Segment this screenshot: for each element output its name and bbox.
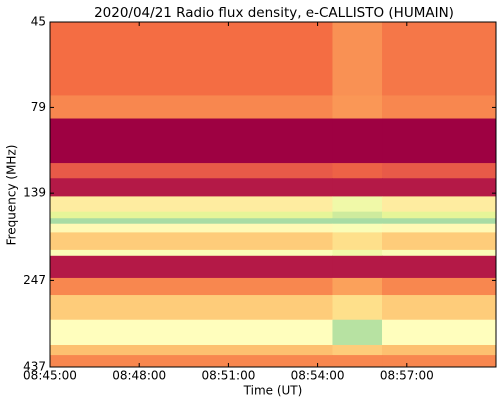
heatmap-cell <box>332 319 383 346</box>
heatmap-cell <box>332 223 383 233</box>
heatmap-cell <box>50 178 333 197</box>
heatmap-cell <box>382 277 497 296</box>
heatmap-cell <box>382 211 497 219</box>
heatmap-cell <box>50 277 333 296</box>
heatmap-cell <box>50 344 333 356</box>
heatmap-cell <box>50 95 333 120</box>
heatmap-cell <box>332 355 383 368</box>
heatmap-cell <box>382 344 497 356</box>
heatmap-cell <box>50 223 333 233</box>
heatmap-cell <box>382 22 497 96</box>
y-tick-label: 45 <box>31 15 46 29</box>
heatmap-cell <box>332 218 383 225</box>
heatmap-cell <box>382 249 497 257</box>
heatmap-cell <box>332 295 383 321</box>
chart-title: 2020/04/21 Radio flux density, e-CALLIST… <box>94 5 454 21</box>
heatmap-cell <box>332 163 383 179</box>
heatmap-cell <box>332 232 383 251</box>
heatmap-cell <box>50 22 333 96</box>
heatmap-cell <box>332 344 383 356</box>
heatmap-cell <box>332 196 383 213</box>
heatmap-cell <box>50 196 333 213</box>
heatmap-cell <box>382 223 497 233</box>
x-axis-label: Time (UT) <box>243 384 303 398</box>
heatmap-cell <box>332 249 383 257</box>
heatmap-cell <box>382 255 497 279</box>
heatmap-cell <box>382 295 497 321</box>
plot-frame <box>49 21 497 368</box>
heatmap-cell <box>50 118 333 164</box>
heatmap-cell <box>332 22 383 96</box>
heatmap-cell <box>50 255 333 279</box>
x-tick-label: 08:57:00 <box>380 369 434 383</box>
y-axis-label: Frequency (MHz) <box>5 145 19 246</box>
y-tick-label: 139 <box>23 186 46 200</box>
heatmap-cell <box>382 319 497 346</box>
heatmap-cell <box>332 118 383 164</box>
heatmap-cell <box>50 211 333 219</box>
heatmap-cell <box>382 355 497 368</box>
x-tick-label: 08:51:00 <box>201 369 255 383</box>
heatmap-cell <box>382 196 497 213</box>
y-tick-label: 247 <box>23 273 46 287</box>
heatmap-cell <box>382 118 497 164</box>
x-tick-label: 08:48:00 <box>112 369 166 383</box>
x-tick-label: 08:54:00 <box>291 369 345 383</box>
heatmap-cell <box>382 163 497 179</box>
heatmap-cell <box>332 255 383 279</box>
heatmap-cell <box>50 232 333 251</box>
heatmap-cell <box>382 232 497 251</box>
heatmap-cell <box>50 218 333 225</box>
heatmap-cell <box>50 295 333 321</box>
heatmap-cell <box>50 163 333 179</box>
heatmap-cell <box>332 211 383 219</box>
heatmap-cell <box>332 95 383 120</box>
y-tick-label: 79 <box>31 100 46 114</box>
heatmap-cell <box>50 355 333 368</box>
heatmap-cell <box>382 178 497 197</box>
x-tick-label: 08:45:00 <box>23 369 77 383</box>
y-tick-label: 437 <box>23 360 46 374</box>
heatmap-cell <box>332 277 383 296</box>
heatmap-cell <box>50 319 333 346</box>
heatmap-cell <box>50 249 333 257</box>
heatmap-cell <box>332 178 383 197</box>
heatmap-cell <box>382 95 497 120</box>
heatmap-cell <box>382 218 497 225</box>
